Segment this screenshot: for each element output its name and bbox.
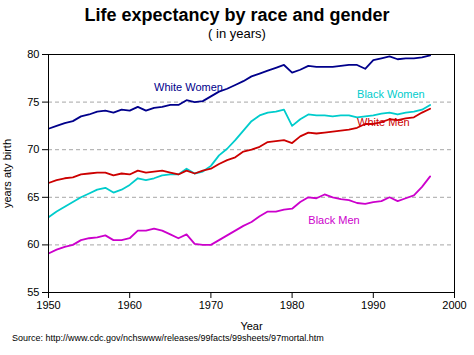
html-text:( in years): ( in years): [208, 26, 266, 41]
svg-text:1950: 1950: [36, 299, 60, 311]
svg-text:2000: 2000: [442, 299, 466, 311]
svg-text:60: 60: [27, 238, 39, 250]
svg-text:White Men: White Men: [357, 116, 410, 128]
svg-text:1980: 1980: [280, 299, 304, 311]
svg-text:70: 70: [27, 143, 39, 155]
svg-text:65: 65: [27, 191, 39, 203]
svg-text:Black Men: Black Men: [308, 214, 359, 226]
svg-text:Year: Year: [240, 320, 263, 332]
svg-text:75: 75: [27, 96, 39, 108]
html-text:Life expectancy by race and ge: Life expectancy by race and gender: [84, 5, 390, 25]
svg-text:Black Women: Black Women: [357, 88, 425, 100]
svg-text:80: 80: [27, 48, 39, 60]
svg-text:1970: 1970: [199, 299, 223, 311]
html-text:Source: http://www.cdc.gov/nch: Source: http://www.cdc.gov/nchswww/relea…: [12, 333, 324, 343]
svg-text:55: 55: [27, 286, 39, 298]
svg-text:1990: 1990: [361, 299, 385, 311]
svg-text:White Women: White Women: [154, 81, 223, 93]
svg-text:years aty birth: years aty birth: [1, 139, 13, 208]
svg-text:1960: 1960: [117, 299, 141, 311]
